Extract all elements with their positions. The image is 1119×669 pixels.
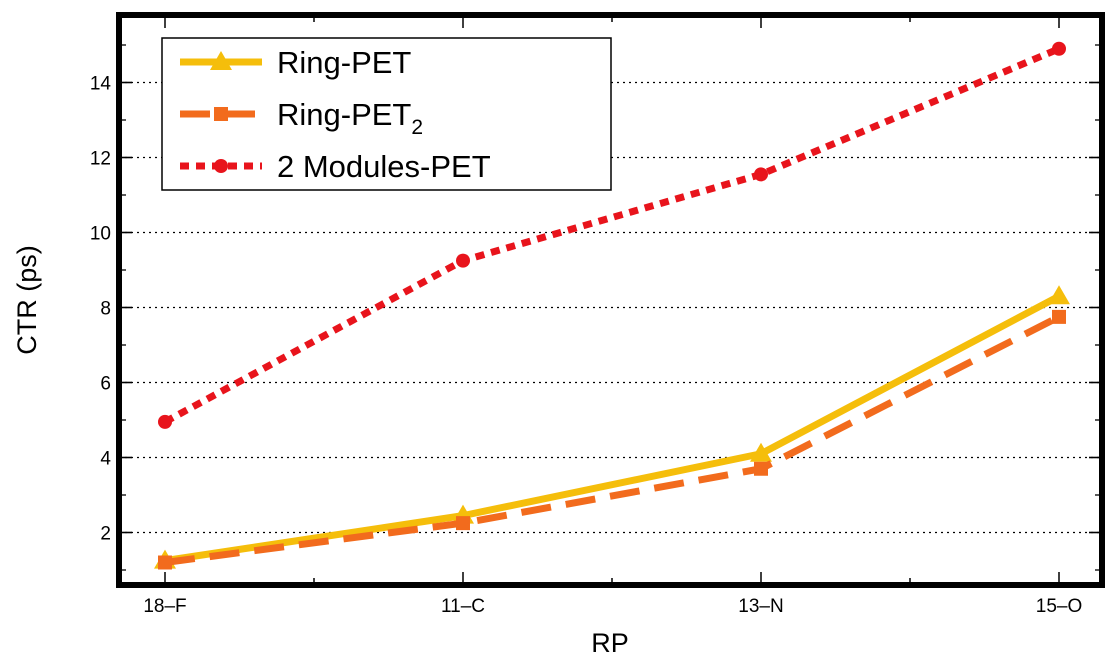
data-point [754, 461, 768, 476]
x-tick-label: 18–F [143, 596, 186, 617]
data-point [1052, 309, 1066, 324]
y-tick-label: 10 [90, 224, 111, 245]
data-point [750, 442, 772, 462]
legend-marker [214, 107, 228, 121]
series-2 [158, 41, 1066, 429]
legend-marker [214, 159, 228, 173]
y-tick-marks [119, 44, 1102, 571]
x-tick-label: 11–C [441, 596, 485, 617]
series-line [164, 313, 1061, 566]
y-tick-label: 8 [100, 299, 111, 320]
series-line [164, 293, 1061, 565]
data-point [158, 555, 172, 570]
y-tick-label: 4 [100, 449, 111, 470]
x-tick-label: 13–N [738, 596, 783, 617]
legend-label: 2 Modules-PET [277, 149, 491, 184]
y-tick-label: 2 [100, 524, 111, 545]
y-tick-label: 12 [90, 149, 111, 170]
data-point [1048, 285, 1070, 305]
x-axis-title: RP [591, 628, 629, 658]
y-tick-label: 6 [100, 374, 111, 395]
data-point [456, 253, 470, 268]
data-point [754, 167, 768, 182]
data-point [1052, 41, 1066, 56]
legend-marker [210, 51, 232, 70]
data-point [456, 516, 470, 531]
series-1 [158, 309, 1066, 570]
y-tick-labels: 2 4 6 8 10 12 14 [90, 74, 112, 545]
x-tick-label: 15–O [1036, 596, 1082, 617]
data-point [158, 414, 172, 429]
plot-frame [116, 12, 1105, 588]
series-layer [154, 41, 1070, 570]
x-tick-labels: 18–F 11–C 13–N 15–O [143, 596, 1082, 617]
y-tick-label: 14 [90, 74, 112, 95]
y-axis-title: CTR (ps) [12, 245, 42, 355]
legend-label: Ring-PET [277, 45, 411, 80]
